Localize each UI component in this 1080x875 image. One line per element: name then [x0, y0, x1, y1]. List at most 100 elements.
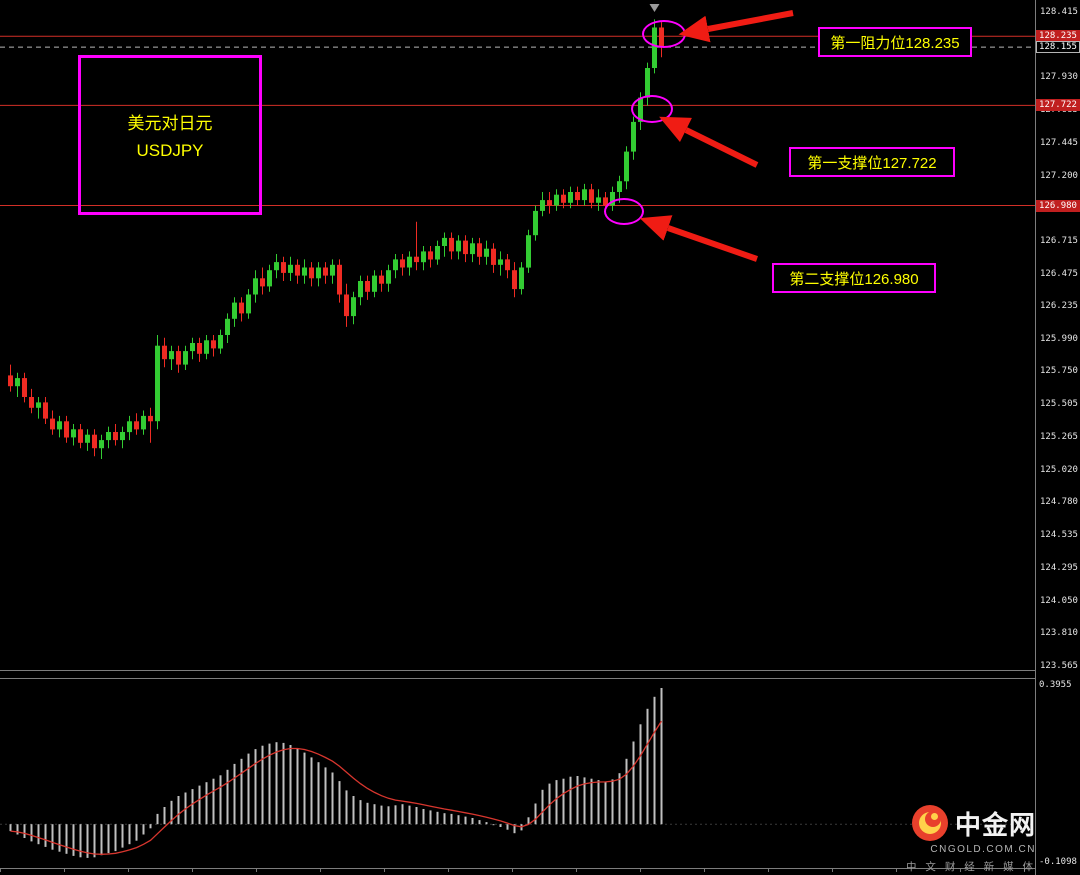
pane-divider[interactable]	[0, 670, 1080, 679]
highlight-ellipse-support-2	[604, 198, 644, 225]
candle-body	[344, 294, 349, 317]
indicator-bar	[471, 818, 474, 825]
candle-body	[134, 421, 139, 430]
candle-body	[309, 267, 314, 279]
candle-body	[316, 267, 321, 279]
indicator-bar	[303, 752, 306, 825]
indicator-bar	[135, 824, 138, 841]
candle-body	[141, 415, 146, 430]
candle-body	[484, 248, 489, 257]
candle-body	[246, 294, 251, 314]
candle-body	[71, 429, 76, 438]
candle-body	[421, 251, 426, 263]
indicator-bar	[212, 778, 215, 825]
indicator-bar	[121, 824, 124, 848]
indicator-bar	[156, 813, 159, 825]
time-axis[interactable]	[0, 868, 1080, 875]
indicator-pane[interactable]	[0, 678, 1035, 868]
candle-body	[351, 297, 356, 317]
candle-body	[540, 200, 545, 211]
indicator-bar	[86, 824, 89, 858]
candle-body	[624, 151, 629, 182]
candle-body	[442, 237, 447, 246]
candle-body	[253, 278, 258, 295]
candle-body	[127, 421, 132, 433]
candle-body	[561, 194, 566, 203]
candle-body	[449, 237, 454, 252]
indicator-bar	[310, 757, 313, 825]
indicator-bar	[555, 780, 558, 825]
candle-body	[183, 351, 188, 365]
watermark-tagline: 中 文 财 经 新 媒 体	[905, 861, 1036, 873]
indicator-bar	[16, 824, 19, 835]
indicator-bar	[450, 813, 453, 825]
candle-body	[218, 335, 223, 349]
candle-body	[477, 243, 482, 257]
indicator-bar	[583, 777, 586, 825]
candle-body	[8, 375, 13, 387]
candle-body	[204, 340, 209, 354]
indicator-bar	[478, 820, 481, 825]
candle-body	[610, 192, 615, 206]
candle-body	[505, 259, 510, 271]
indicator-bar	[660, 688, 663, 825]
indicator-bar	[590, 778, 593, 825]
symbol-ticker: USDJPY	[136, 141, 204, 160]
price-tick-label: 125.990	[1040, 334, 1078, 344]
candle-body	[64, 421, 69, 438]
price-tag-support-1: 127.722	[1036, 99, 1080, 112]
candle-body	[169, 351, 174, 360]
candle-body	[225, 318, 230, 335]
candle-body	[281, 262, 286, 273]
price-tick-label: 125.020	[1040, 464, 1078, 475]
current-price-tag: 128.155	[1036, 41, 1080, 54]
candle-body	[491, 248, 496, 265]
candle-body	[260, 278, 265, 287]
candle-body	[575, 192, 580, 201]
indicator-bar	[576, 776, 579, 825]
price-axis[interactable]: 0.3955 -0.1098 128.415 128.155 127.930 127.…	[1035, 0, 1080, 875]
indicator-bar	[443, 813, 446, 825]
indicator-bar	[492, 824, 495, 826]
candle-body	[463, 240, 468, 255]
indicator-bar	[233, 763, 236, 825]
candle-body	[274, 262, 279, 271]
indicator-bar	[226, 769, 229, 825]
indicator-bar	[569, 776, 572, 825]
candle-body	[512, 270, 517, 290]
indicator-bar	[275, 742, 278, 825]
highlight-ellipse-support-1	[631, 95, 673, 123]
candle-body	[568, 192, 573, 203]
candle-body	[330, 264, 335, 276]
indicator-bar	[338, 781, 341, 825]
support-1-label: 第一支撑位127.722	[789, 147, 955, 177]
candle-body	[57, 421, 62, 430]
indicator-bar	[100, 824, 103, 856]
candle-body	[162, 345, 167, 360]
indicator-bar	[324, 767, 327, 825]
candle-body	[113, 432, 118, 441]
candle-body	[386, 270, 391, 284]
candle-body	[652, 27, 657, 68]
indicator-bar	[65, 824, 68, 854]
indicator-bar	[415, 807, 418, 825]
indicator-bar	[170, 800, 173, 825]
candle-body	[232, 302, 237, 319]
price-tick-label: 125.505	[1040, 399, 1078, 410]
candle-body	[547, 200, 552, 206]
candle-body	[379, 275, 384, 284]
indicator-min-label: -0.1098	[1039, 857, 1077, 867]
watermark-brand: 中金网	[954, 809, 1036, 840]
indicator-bar	[618, 773, 621, 825]
indicator-bar	[128, 824, 131, 845]
candle-body	[106, 432, 111, 441]
indicator-bar	[79, 824, 82, 858]
price-tick-label: 127.200	[1040, 170, 1078, 181]
indicator-bar	[436, 811, 439, 825]
indicator-bar	[373, 804, 376, 825]
candle-body	[617, 181, 622, 192]
indicator-signal-line	[10, 720, 663, 855]
candle-body	[498, 259, 503, 265]
indicator-bar	[653, 696, 656, 825]
